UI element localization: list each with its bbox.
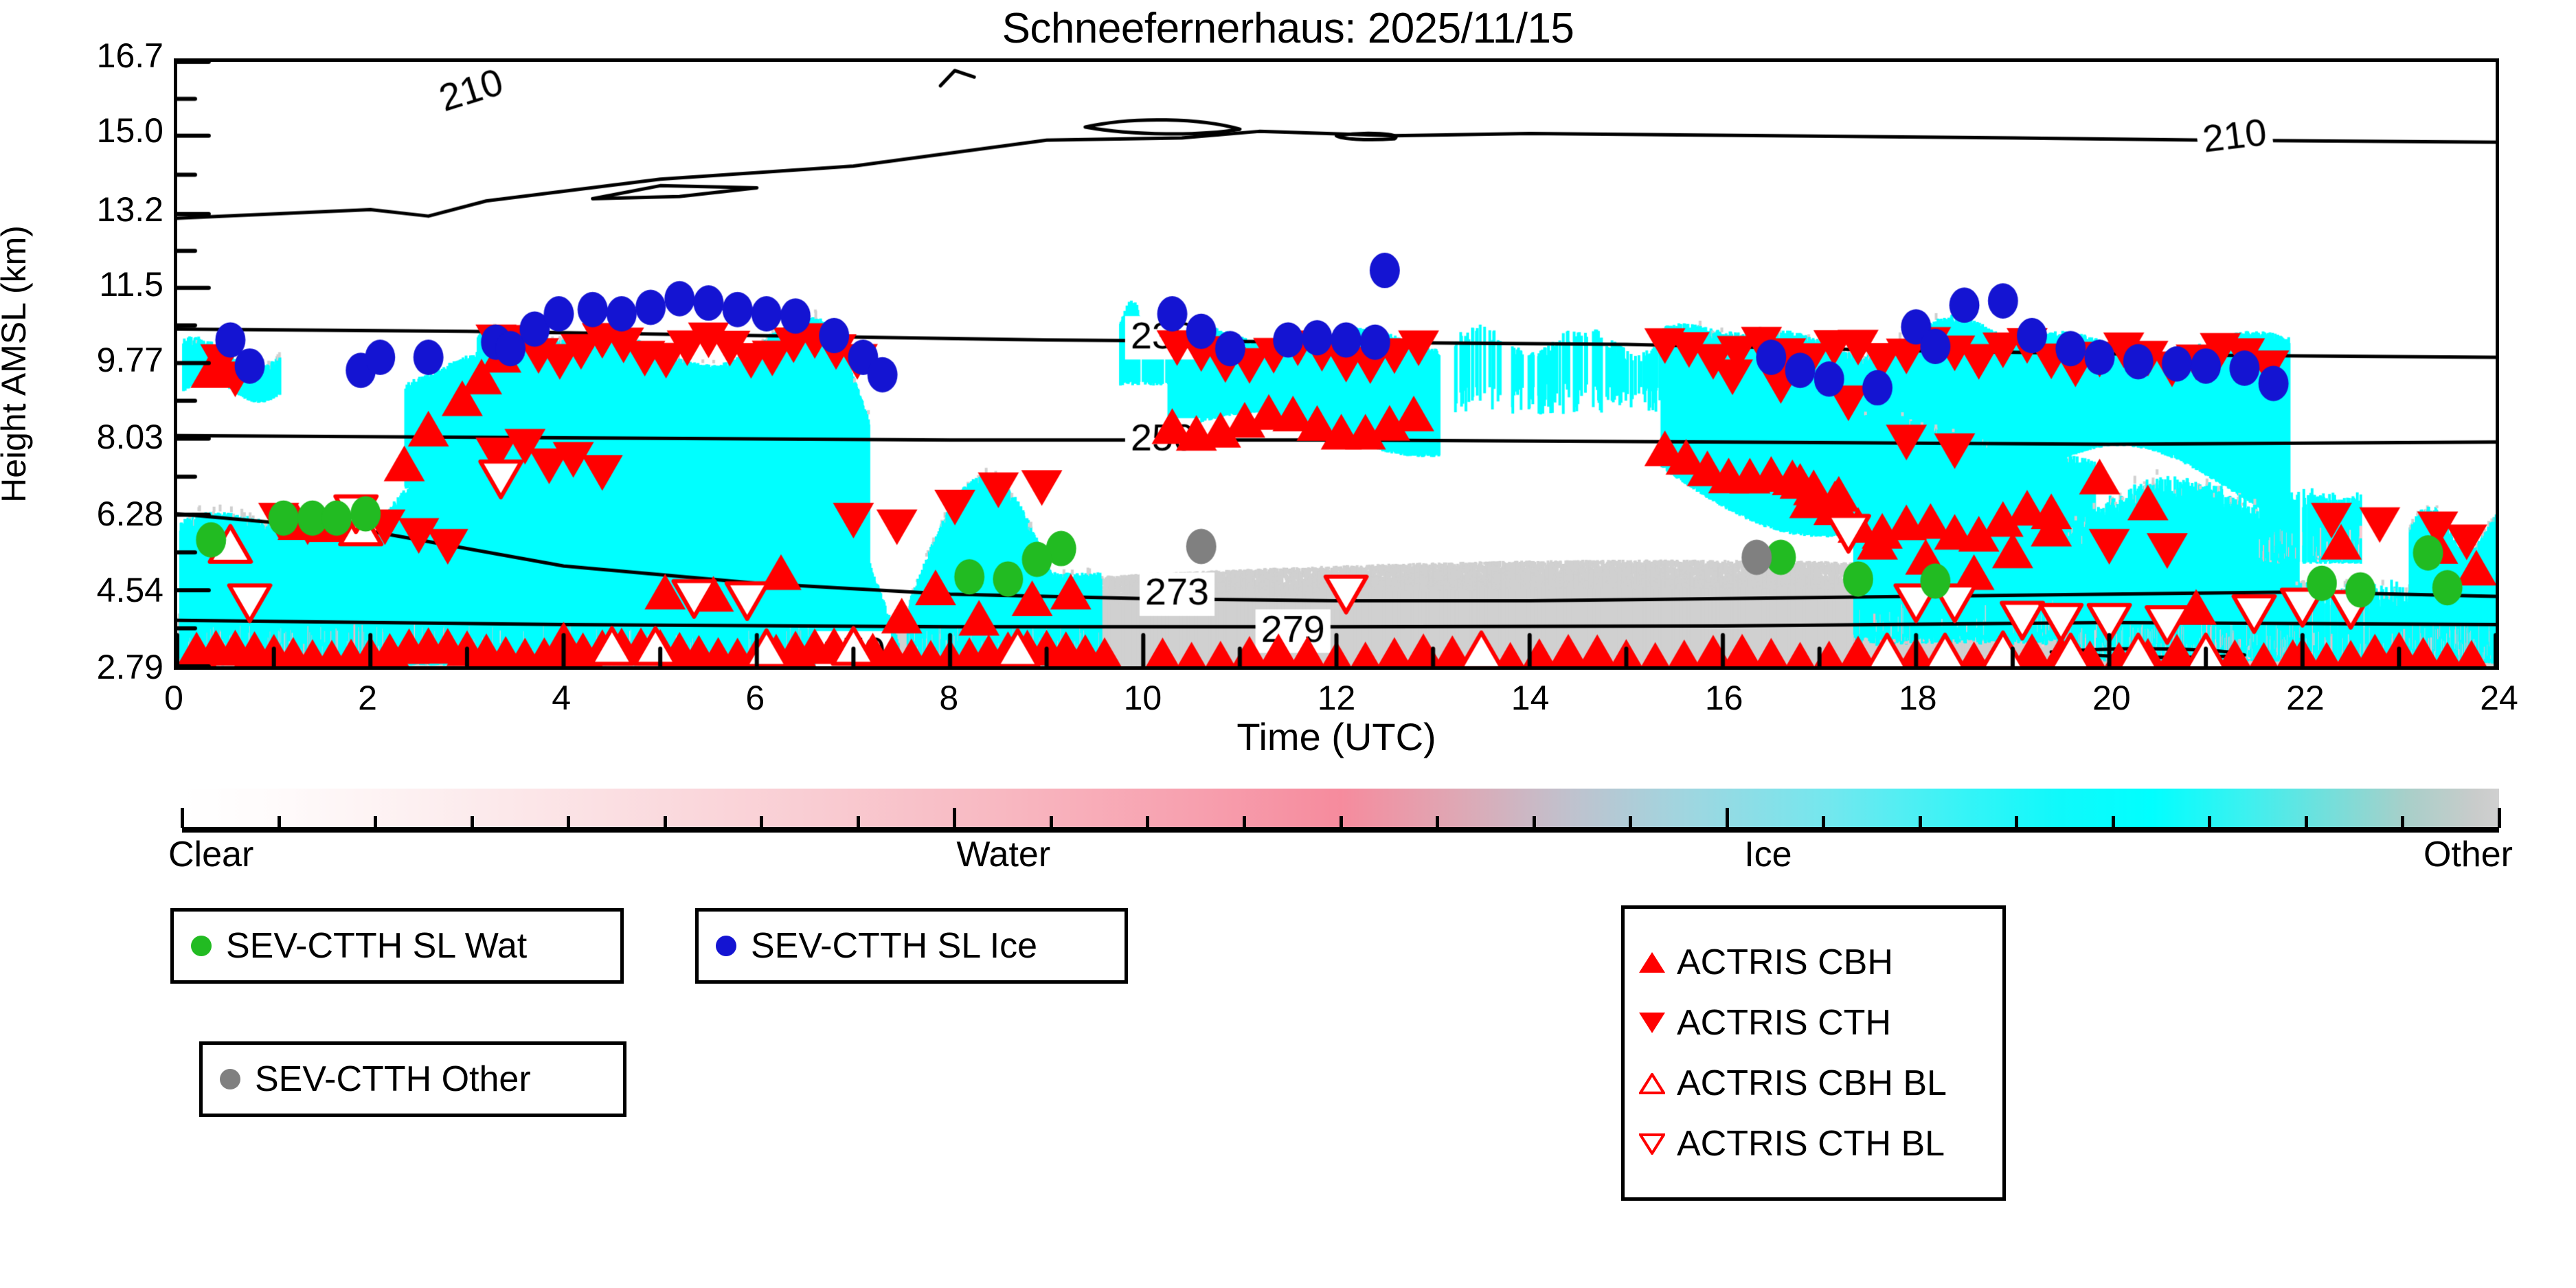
- colorbar-tick: [1049, 816, 1053, 828]
- colorbar-tick: [2304, 816, 2308, 828]
- markers-and-contours-overlay: [177, 62, 2496, 666]
- colorbar: Clear Water Ice Other: [168, 789, 2513, 874]
- colorbar-tick: [2498, 808, 2501, 828]
- x-tick-label: 22: [2286, 679, 2325, 717]
- colorbar-tick: [2111, 816, 2115, 828]
- colorbar-label: Other: [2423, 835, 2513, 874]
- legend-row-actris-cth-bl: ACTRIS CTH BL: [1625, 1114, 2002, 1174]
- legend-sev-ctth-sl-ice: SEV-CTTH SL Ice: [695, 908, 1128, 984]
- x-tick-label: 14: [1511, 679, 1550, 717]
- x-tick-label: 10: [1123, 679, 1162, 717]
- colorbar-label: Clear: [168, 835, 254, 874]
- y-tick-label: 9.77: [96, 341, 163, 380]
- legend-row: SEV-CTTH Other: [203, 1059, 623, 1100]
- legend-label: ACTRIS CTH BL: [1677, 1124, 1945, 1164]
- triangle-up-icon: [1637, 952, 1667, 973]
- y-tick-label: 6.28: [96, 494, 163, 533]
- legend-row-actris-cbh-bl: ACTRIS CBH BL: [1625, 1053, 2002, 1114]
- x-tick-label: 2: [358, 679, 377, 717]
- main-plot-axes: [174, 58, 2499, 670]
- colorbar-tick: [374, 816, 378, 828]
- colorbar-tick: [856, 816, 860, 828]
- x-axis-title: Time (UTC): [1236, 715, 1436, 758]
- triangle-down-icon: [1637, 1013, 1667, 1033]
- legend-label: ACTRIS CTH: [1677, 1003, 1891, 1043]
- x-tick-label: 12: [1317, 679, 1356, 717]
- colorbar-tick: [2401, 816, 2405, 828]
- colorbar-tick: [1725, 808, 1729, 828]
- colorbar-tick: [2208, 816, 2212, 828]
- colorbar-tick: [760, 816, 764, 828]
- x-tick-label: 16: [1704, 679, 1743, 717]
- y-tick-label: 15.0: [96, 111, 163, 150]
- colorbar-tick: [181, 808, 184, 828]
- colorbar-tick: [1436, 816, 1440, 828]
- colorbar-label: Water: [956, 835, 1051, 874]
- triangle-up-open-icon: [1637, 1073, 1667, 1094]
- y-tick-label: 11.5: [99, 264, 163, 304]
- legend-sev-ctth-sl-wat: SEV-CTTH SL Wat: [170, 908, 624, 984]
- colorbar-axis-line: [182, 827, 2499, 833]
- legend-label: ACTRIS CBH: [1677, 942, 1893, 982]
- colorbar-tick: [1146, 816, 1150, 828]
- x-tick-label: 0: [164, 679, 183, 717]
- legend-label: SEV-CTTH SL Ice: [751, 926, 1038, 966]
- y-tick-label: 16.7: [96, 36, 163, 75]
- blue-circle-icon: [711, 936, 741, 956]
- colorbar-tick: [953, 808, 957, 828]
- colorbar-tick: [567, 816, 571, 828]
- colorbar-label: Ice: [1744, 835, 1792, 874]
- colorbar-tick: [1339, 816, 1343, 828]
- y-tick-label: 2.79: [96, 648, 163, 686]
- legend-row-actris-cth: ACTRIS CTH: [1625, 993, 2002, 1053]
- triangle-down-open-icon: [1637, 1133, 1667, 1155]
- x-tick-label: 24: [2480, 679, 2518, 717]
- legend-row: SEV-CTTH SL Ice: [699, 925, 1125, 967]
- colorbar-tick: [277, 816, 281, 828]
- legend-row: SEV-CTTH SL Wat: [174, 925, 620, 967]
- colorbar-tick: [663, 816, 667, 828]
- colorbar-tick: [1918, 816, 1922, 828]
- colorbar-tick: [1532, 816, 1536, 828]
- legend-label: SEV-CTTH SL Wat: [226, 926, 528, 966]
- gray-circle-icon: [215, 1069, 245, 1089]
- page-title: Schneefernerhaus: 2025/11/15: [1002, 5, 1574, 52]
- y-tick-label: 8.03: [96, 417, 163, 456]
- legend-actris: ACTRIS CBH ACTRIS CTH ACTRIS CBH BL ACTR…: [1621, 905, 2006, 1201]
- y-tick-label: 13.2: [96, 190, 163, 229]
- x-tick-label: 18: [1898, 679, 1937, 717]
- legend-label: ACTRIS CBH BL: [1677, 1063, 1947, 1103]
- legend-sev-ctth-other: SEV-CTTH Other: [199, 1041, 626, 1117]
- legend-row-actris-cbh: ACTRIS CBH: [1625, 932, 2002, 993]
- colorbar-tick: [1242, 816, 1246, 828]
- green-circle-icon: [186, 936, 216, 956]
- x-tick-label: 20: [2092, 679, 2131, 717]
- x-tick-label: 8: [939, 679, 959, 717]
- colorbar-tick: [1629, 816, 1633, 828]
- legend-label: SEV-CTTH Other: [255, 1059, 531, 1099]
- x-tick-label: 4: [552, 679, 572, 717]
- y-tick-label: 4.54: [96, 571, 163, 610]
- x-tick-label: 6: [745, 679, 765, 717]
- colorbar-tick: [470, 816, 474, 828]
- colorbar-tick: [2015, 816, 2019, 828]
- colorbar-tick: [1822, 816, 1826, 828]
